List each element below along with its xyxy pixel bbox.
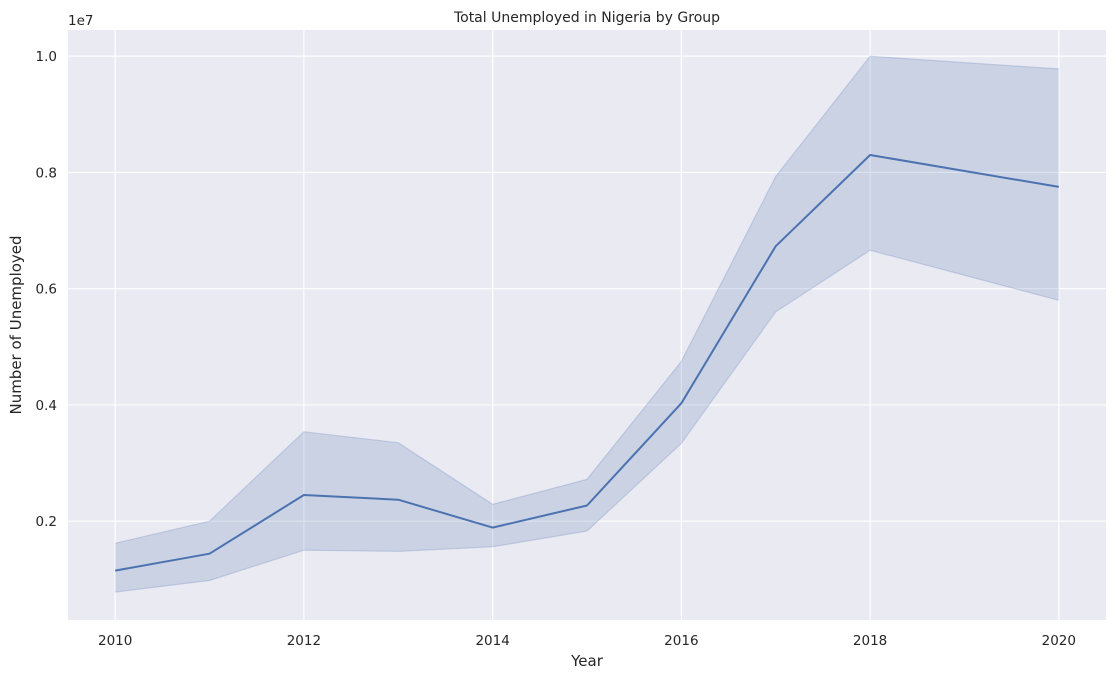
x-tick-label: 2010 — [98, 633, 132, 649]
y-tick-label: 0.8 — [36, 165, 57, 181]
y-axis-label: Number of Unemployed — [7, 235, 25, 414]
x-tick-label: 2018 — [853, 633, 887, 649]
x-tick-label: 2020 — [1042, 633, 1076, 649]
confidence-band-upper-edge — [115, 55, 1059, 544]
confidence-band — [115, 56, 1059, 593]
confidence-band-lower-edge — [115, 249, 1059, 593]
y-tick-label: 0.2 — [36, 514, 57, 530]
x-tick-label: 2014 — [475, 633, 509, 649]
y-tick-label: 0.4 — [36, 398, 57, 414]
x-axis-label: Year — [570, 652, 604, 670]
y-tick-label: 1.0 — [36, 49, 57, 65]
x-tick-labels: 2010 2012 2014 2016 2018 2020 — [98, 633, 1076, 649]
chart-title: Total Unemployed in Nigeria by Group — [453, 10, 720, 26]
grid — [68, 30, 1106, 620]
y-tick-labels: 0.2 0.4 0.6 0.8 1.0 — [36, 49, 57, 530]
y-offset-label: 1e7 — [68, 13, 93, 29]
y-tick-label: 0.6 — [36, 282, 57, 298]
x-tick-label: 2012 — [287, 633, 321, 649]
series-line — [115, 154, 1059, 572]
x-tick-label: 2016 — [664, 633, 698, 649]
